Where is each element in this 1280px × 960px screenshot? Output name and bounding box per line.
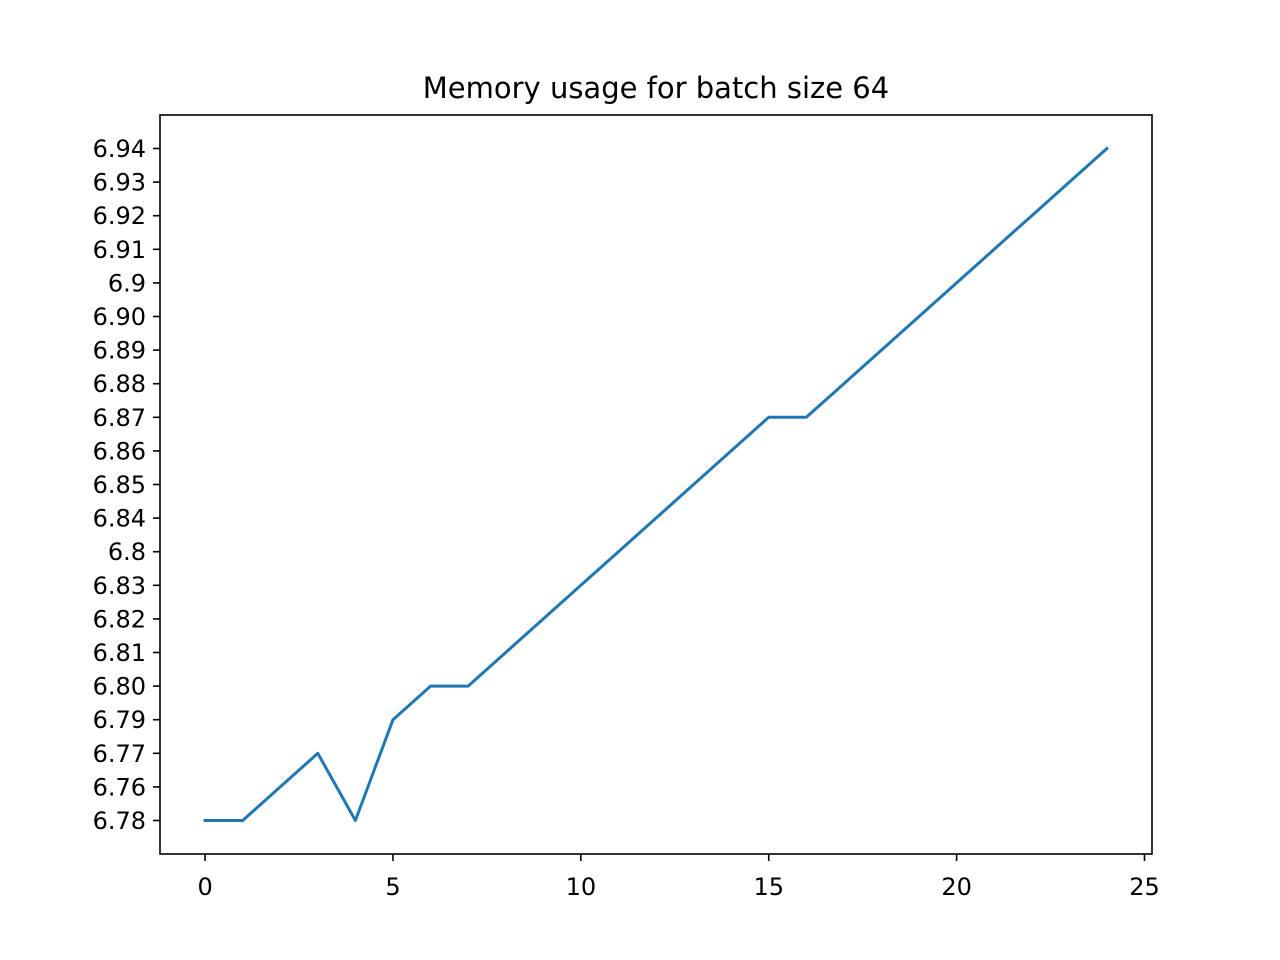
y-tick-label: 6.8 bbox=[108, 538, 146, 566]
y-tick-label: 6.77 bbox=[93, 740, 146, 768]
y-tick-label: 6.93 bbox=[93, 169, 146, 197]
y-tick-label: 6.84 bbox=[93, 505, 146, 533]
y-tick-label: 6.92 bbox=[93, 202, 146, 230]
x-tick-label: 0 bbox=[197, 873, 212, 901]
y-tick-label: 6.87 bbox=[93, 404, 146, 432]
chart-title: Memory usage for batch size 64 bbox=[423, 71, 889, 105]
y-tick-label: 6.94 bbox=[93, 135, 146, 163]
x-axis: 0 5 10 15 20 25 bbox=[197, 854, 1160, 901]
y-tick-label: 6.9 bbox=[108, 269, 146, 297]
x-tick-label: 20 bbox=[941, 873, 972, 901]
plot-area bbox=[203, 146, 1110, 822]
y-tick-label: 6.91 bbox=[93, 236, 146, 264]
y-axis: 6.78 6.76 6.77 6.79 6.80 6.81 6.82 6.83 6.8 6.84 6… bbox=[93, 135, 160, 835]
plot-frame bbox=[159, 114, 1153, 855]
y-tick-label: 6.80 bbox=[93, 673, 146, 701]
x-tick-label: 25 bbox=[1129, 873, 1160, 901]
x-tick-label: 5 bbox=[385, 873, 400, 901]
y-tick-label: 6.76 bbox=[93, 773, 146, 801]
series-line bbox=[203, 146, 1110, 822]
x-tick-label: 15 bbox=[753, 873, 784, 901]
y-tick-label: 6.89 bbox=[93, 337, 146, 365]
y-tick-label: 6.85 bbox=[93, 471, 146, 499]
y-tick-label: 6.83 bbox=[93, 572, 146, 600]
y-tick-label: 6.88 bbox=[93, 370, 146, 398]
y-tick-label: 6.81 bbox=[93, 639, 146, 667]
y-tick-label: 6.90 bbox=[93, 303, 146, 331]
y-tick-label: 6.86 bbox=[93, 437, 146, 465]
y-tick-label: 6.78 bbox=[93, 807, 146, 835]
y-tick-label: 6.79 bbox=[93, 706, 146, 734]
y-tick-label: 6.82 bbox=[93, 605, 146, 633]
x-tick-label: 10 bbox=[566, 873, 597, 901]
